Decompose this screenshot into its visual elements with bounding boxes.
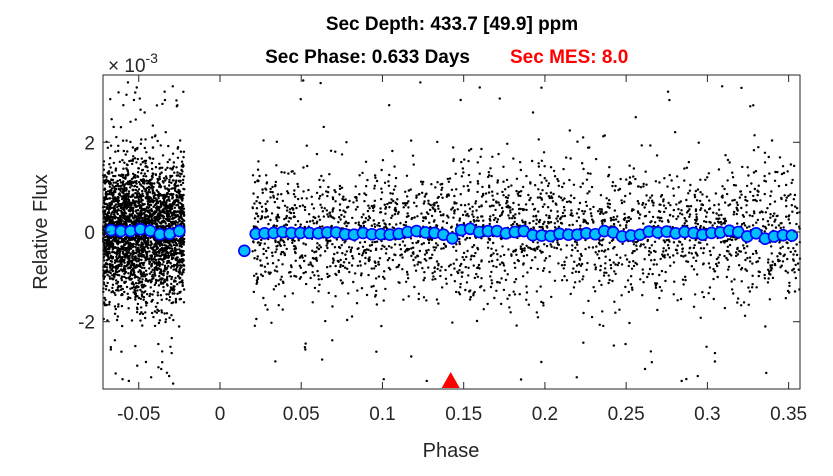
y-exponent-label: × 10-3 bbox=[108, 50, 158, 77]
binned-point bbox=[785, 229, 799, 242]
x-tick-label: 0 bbox=[215, 404, 226, 425]
x-tick-label: 0.35 bbox=[770, 404, 807, 425]
chart-title-line1: Sec Depth: 433.7 [49.9] ppm bbox=[326, 14, 578, 35]
y-tick-label: 0 bbox=[84, 223, 95, 244]
chart-title-line2: Sec Phase: 0.633 Days bbox=[265, 47, 470, 68]
x-tick-label: 0.2 bbox=[532, 404, 558, 425]
secondary-eclipse-marker bbox=[441, 372, 460, 388]
y-tick-label: -2 bbox=[78, 313, 95, 334]
x-tick-label: 0.15 bbox=[445, 404, 482, 425]
x-tick-label: -0.05 bbox=[117, 404, 160, 425]
y-tick-label: 2 bbox=[84, 133, 95, 154]
x-tick-label: 0.25 bbox=[608, 404, 645, 425]
binned-point bbox=[446, 231, 459, 245]
x-tick-label: 0.3 bbox=[694, 404, 720, 425]
binned-point bbox=[173, 224, 186, 238]
x-tick-label: 0.1 bbox=[369, 404, 395, 425]
y-axis-label: Relative Flux bbox=[30, 174, 52, 290]
y-axis: -2 0 2 bbox=[78, 133, 800, 334]
chart-title-mes: Sec MES: 8.0 bbox=[510, 47, 628, 68]
marker-layer bbox=[441, 372, 460, 388]
x-tick-label: 0.05 bbox=[283, 404, 320, 425]
x-axis: -0.05 0 0.05 0.1 0.15 0.2 0.25 0.3 0.35 bbox=[117, 75, 807, 425]
binned-point bbox=[238, 244, 251, 258]
binned-data-series bbox=[104, 222, 799, 258]
x-axis-label: Phase bbox=[423, 440, 480, 462]
binned-point bbox=[749, 227, 763, 240]
